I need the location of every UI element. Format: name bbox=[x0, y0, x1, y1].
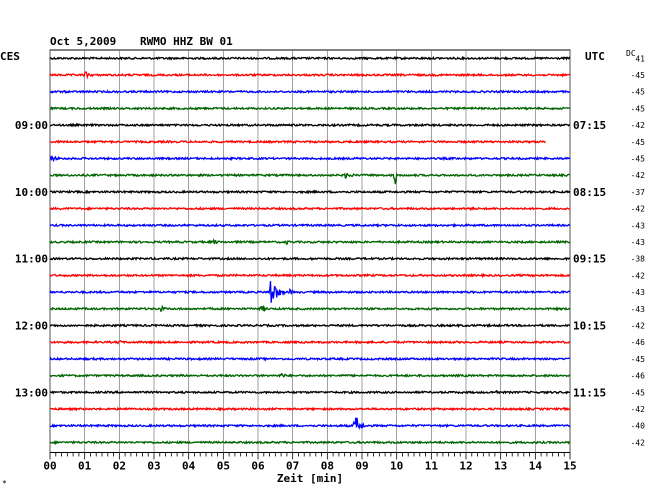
x-tick-label: 07 bbox=[286, 459, 299, 472]
dc-offset-label: -46 bbox=[631, 372, 646, 381]
x-tick-label: 13 bbox=[494, 459, 507, 472]
x-tick-label: 09 bbox=[355, 459, 368, 472]
right-time-label: 09:15 bbox=[573, 253, 606, 266]
trace-line bbox=[49, 356, 571, 362]
trace-line bbox=[49, 372, 570, 379]
dc-offset-label: -42 bbox=[631, 205, 646, 214]
left-time-label: 11:00 bbox=[15, 253, 48, 266]
station-label: RWMO HHZ BW 01 bbox=[140, 35, 233, 48]
right-time-label: 10:15 bbox=[573, 320, 606, 333]
right-time-label: 11:15 bbox=[573, 386, 606, 399]
trace-line bbox=[49, 222, 571, 228]
trace-line bbox=[49, 172, 571, 185]
dc-offset-label: -45 bbox=[631, 355, 646, 364]
left-timezone-label: CES bbox=[0, 50, 20, 63]
trace-line bbox=[49, 71, 571, 80]
dc-offset-label: -42 bbox=[631, 271, 646, 280]
x-tick-label: 10 bbox=[390, 459, 403, 472]
x-tick-label: 02 bbox=[113, 459, 126, 472]
right-time-label: 07:15 bbox=[573, 119, 606, 132]
dc-offset-label: -42 bbox=[631, 171, 646, 180]
dc-offset-label: -45 bbox=[631, 388, 646, 397]
trace-line bbox=[49, 406, 571, 412]
dc-offset-label: -42 bbox=[631, 121, 646, 130]
right-timezone-label: UTC bbox=[585, 50, 605, 63]
dc-offset-label: -43 bbox=[631, 238, 646, 247]
left-time-label: 13:00 bbox=[15, 386, 48, 399]
trace-line bbox=[49, 389, 571, 395]
x-tick-label: 04 bbox=[182, 459, 196, 472]
trace-line bbox=[49, 238, 571, 245]
dc-offset-label: -42 bbox=[631, 438, 646, 447]
x-tick-label: 01 bbox=[78, 459, 92, 472]
trace-line bbox=[49, 154, 571, 163]
dc-offset-label: -45 bbox=[631, 138, 646, 147]
trace-line bbox=[49, 439, 571, 446]
dc-offset-label: -40 bbox=[631, 422, 646, 431]
dc-offset-label: -38 bbox=[631, 255, 646, 264]
left-time-label: 12:00 bbox=[15, 320, 48, 333]
x-tick-label: 03 bbox=[147, 459, 160, 472]
dc-offset-label: -42 bbox=[631, 322, 646, 331]
left-time-label: 10:00 bbox=[15, 186, 48, 199]
trace-line bbox=[49, 122, 571, 128]
trace-line bbox=[50, 417, 571, 430]
x-tick-label: 15 bbox=[563, 459, 576, 472]
trace-line bbox=[50, 105, 571, 111]
dc-offset-label: -43 bbox=[631, 288, 646, 297]
date-label: Oct 5,2009 bbox=[50, 35, 116, 48]
trace-line bbox=[49, 322, 570, 329]
dc-offset-label: 41 bbox=[635, 54, 645, 63]
trace-line bbox=[49, 189, 571, 195]
dc-offset-label: -42 bbox=[631, 405, 646, 414]
x-tick-label: 05 bbox=[217, 459, 230, 472]
x-tick-label: 14 bbox=[529, 459, 543, 472]
left-time-label: 09:00 bbox=[15, 119, 48, 132]
dc-offset-label: -43 bbox=[631, 221, 646, 230]
x-tick-label: 06 bbox=[251, 459, 265, 472]
dc-offset-label: -43 bbox=[631, 305, 646, 314]
trace-line bbox=[49, 256, 571, 262]
trace-line bbox=[49, 89, 570, 95]
corner-mark: * bbox=[2, 479, 7, 488]
trace-line bbox=[49, 139, 546, 145]
axis-labels: 00 01 02 03 04 05 06 07 08 09 10 11 12 13 14 15 09:00 10:… bbox=[15, 54, 645, 472]
right-time-label: 08:15 bbox=[573, 186, 606, 199]
x-axis-title: Zeit [min] bbox=[277, 472, 343, 485]
trace-line bbox=[49, 272, 571, 279]
trace-line bbox=[49, 281, 571, 303]
trace-line bbox=[49, 55, 571, 61]
grid bbox=[49, 49, 571, 460]
x-tick-label: 11 bbox=[425, 459, 439, 472]
x-tick-label: 08 bbox=[321, 459, 334, 472]
dc-offset-label: -45 bbox=[631, 88, 646, 97]
traces bbox=[49, 55, 571, 446]
x-tick-label: 12 bbox=[459, 459, 472, 472]
dc-offset-label: -37 bbox=[631, 188, 646, 197]
trace-line bbox=[49, 206, 571, 212]
dc-offset-label: -45 bbox=[631, 71, 646, 80]
dc-offset-label: -45 bbox=[631, 104, 646, 113]
x-tick-label: 00 bbox=[43, 459, 56, 472]
dc-header-label: DC bbox=[626, 49, 636, 58]
trace-line bbox=[49, 339, 571, 345]
trace-line bbox=[49, 304, 571, 313]
dc-offset-label: -45 bbox=[631, 155, 646, 164]
dc-offset-label: -46 bbox=[631, 338, 646, 347]
